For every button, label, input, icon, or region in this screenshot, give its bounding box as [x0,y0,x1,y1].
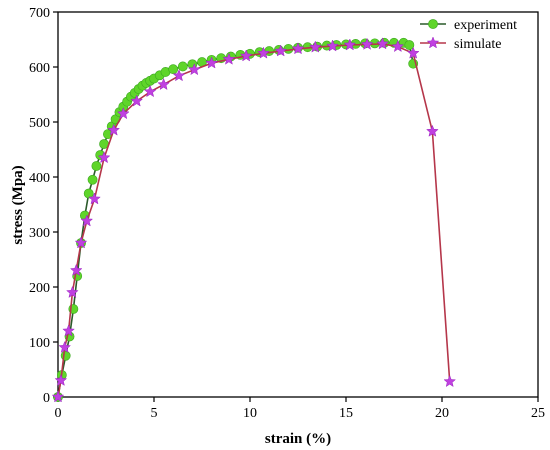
data-point-experiment [60,350,71,361]
data-point-simulate [62,324,75,337]
data-point-simulate [406,46,420,59]
data-point-simulate [58,340,72,353]
legend-label: simulate [454,37,501,52]
data-point-simulate [74,236,88,249]
data-point-simulate [88,192,101,205]
data-point-experiment [168,64,179,75]
series-line-experiment [57,41,414,398]
data-point-simulate [54,373,68,386]
data-point-simulate [257,46,270,59]
data-point-simulate [222,52,236,65]
y-tick-label: 0 [43,391,50,406]
y-tick-label: 600 [29,61,50,76]
data-point-simulate [51,390,65,403]
plot-axes [57,11,539,398]
y-axis-title: stress (Mpa) [10,165,26,244]
legend-marker [426,36,440,49]
data-point-simulate [239,49,253,62]
data-point-simulate [157,77,170,91]
y-tick-label: 400 [29,171,50,186]
data-point-experiment [283,43,294,54]
data-point-simulate [291,42,305,55]
data-point-simulate [205,56,218,69]
data-point-simulate [326,39,339,52]
x-tick-label: 20 [435,406,449,421]
x-tick-label: 5 [151,406,158,421]
data-point-simulate [130,94,144,107]
y-tick-label: 200 [29,281,50,296]
x-tick-label: 25 [531,406,545,421]
legend-marker [428,19,438,29]
data-point-experiment [83,188,94,199]
data-point-simulate [107,123,121,136]
data-point-simulate [172,69,186,82]
series-line-simulate [57,43,451,398]
plot-frame [57,11,539,398]
data-point-experiment [404,40,415,50]
data-point-simulate [343,38,357,51]
legend: experiment simulate [420,18,517,52]
data-point-simulate [116,107,130,120]
data-point-simulate [97,151,111,164]
data-point-simulate [426,124,439,137]
legend-label: experiment [454,18,517,33]
series-experiment [53,37,419,402]
x-axis-ticks: 0 5 10 15 20 25 [55,397,545,421]
x-tick-label: 15 [339,406,353,421]
series-simulate [51,37,457,403]
data-point-simulate [308,40,322,53]
y-axis-ticks: 0 100 200 300 400 500 600 700 [29,6,58,406]
data-point-simulate [143,85,157,98]
legend-item-experiment: experiment [420,18,517,33]
data-point-simulate [443,374,457,388]
data-point-simulate [80,214,94,227]
series-layer [51,37,457,403]
y-tick-label: 300 [29,226,50,241]
data-point-experiment [87,174,98,185]
data-point-simulate [187,63,201,76]
y-tick-label: 700 [29,6,50,21]
data-point-experiment [91,161,102,171]
legend-item-simulate: simulate [420,36,501,52]
y-tick-label: 500 [29,116,50,131]
x-tick-label: 0 [55,406,62,421]
data-point-simulate [66,285,79,298]
data-point-simulate [391,39,405,53]
data-point-simulate [69,263,83,276]
data-point-simulate [376,37,389,50]
data-point-simulate [360,37,374,50]
data-point-simulate [274,44,288,57]
data-point-experiment [177,61,188,72]
y-tick-label: 100 [29,336,50,351]
x-tick-label: 10 [243,406,257,421]
x-axis-title: strain (%) [265,431,331,447]
